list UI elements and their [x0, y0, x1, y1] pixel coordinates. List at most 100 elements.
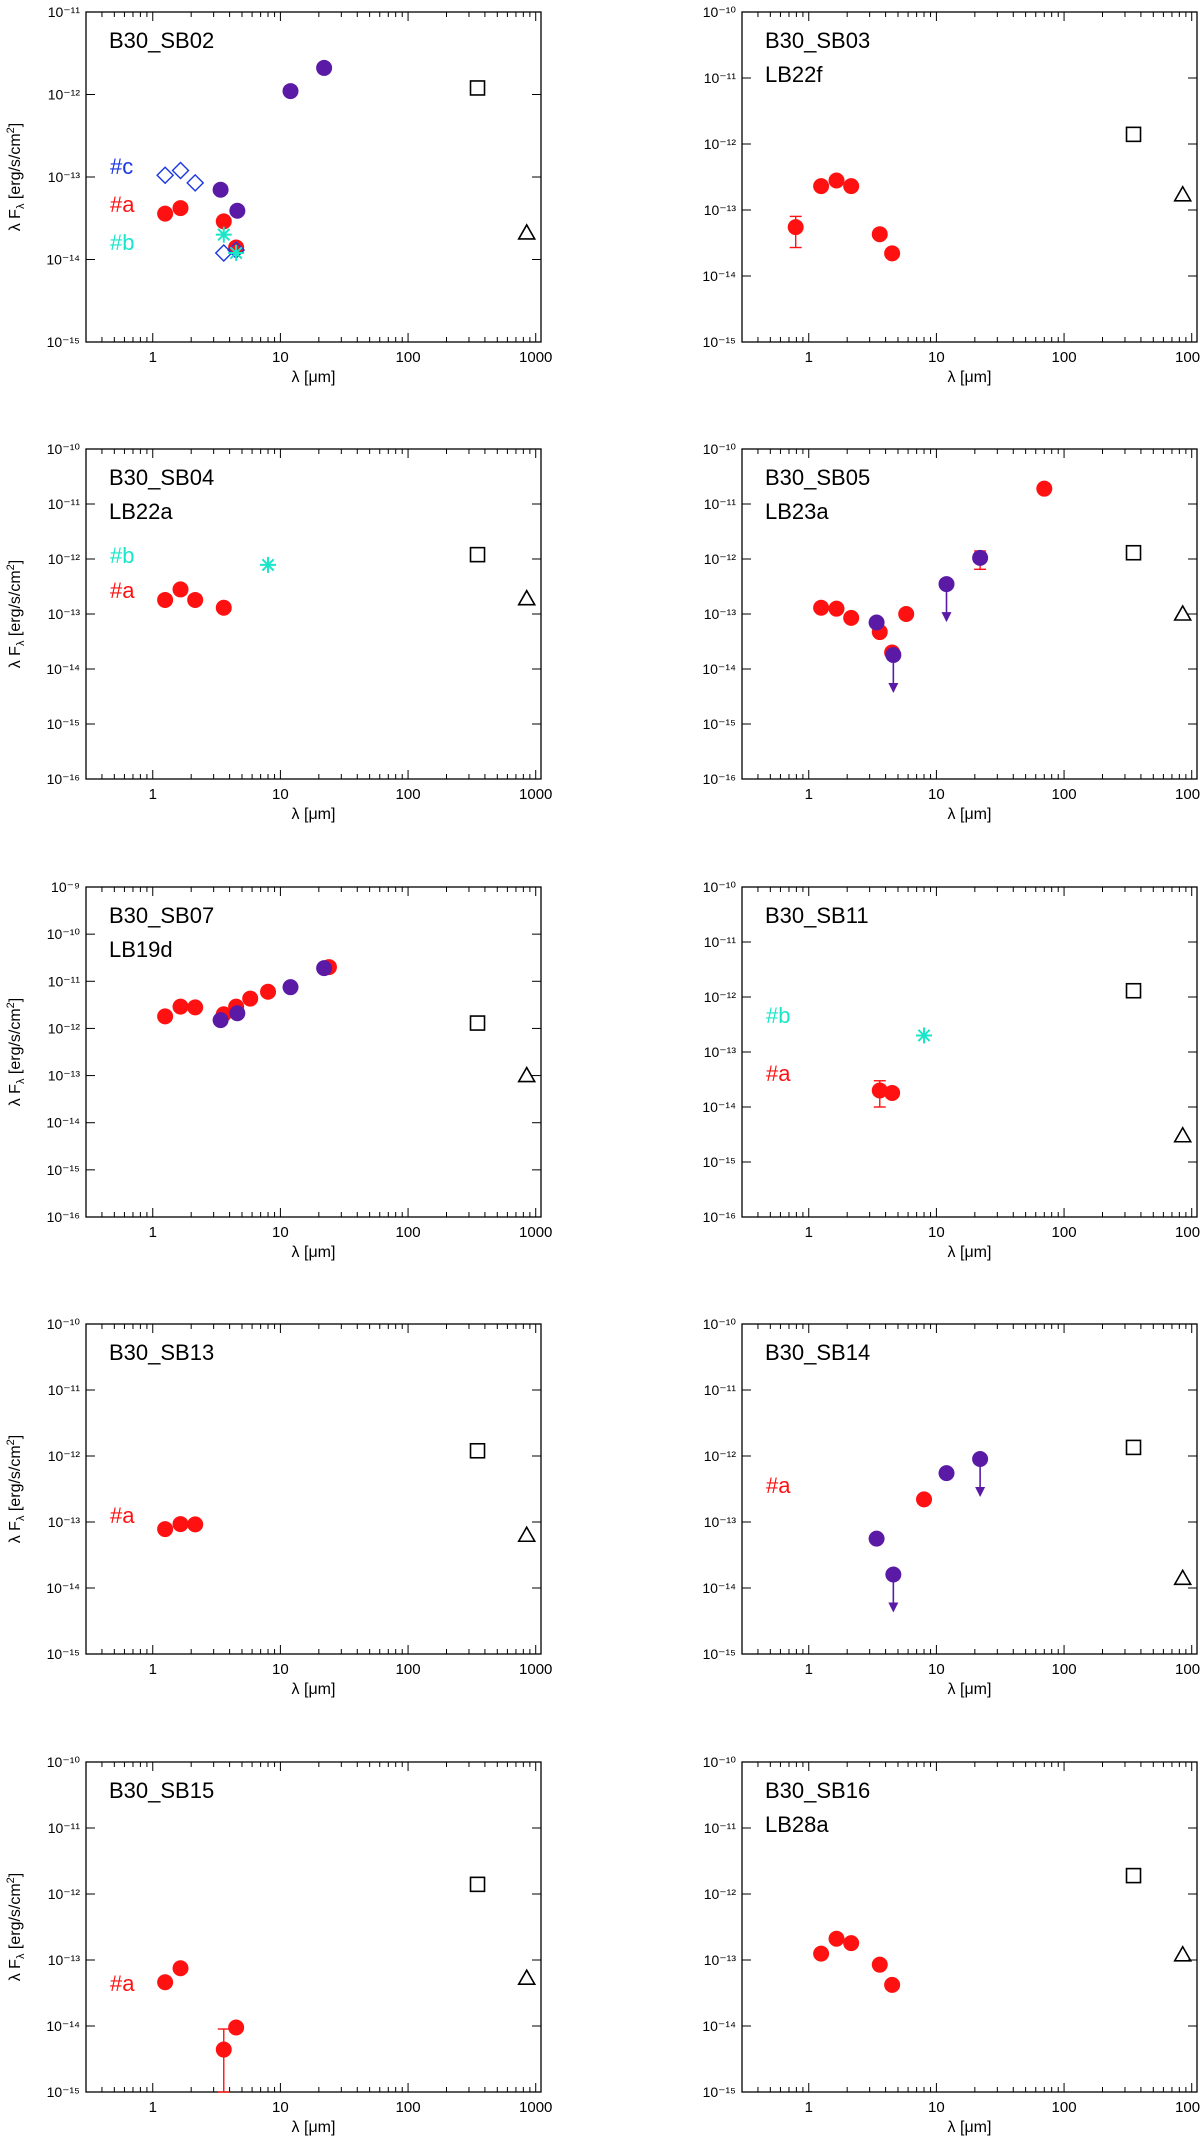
- y-tick-label: 10⁻¹⁵: [47, 1162, 80, 1178]
- legend-label: #a: [766, 1061, 791, 1086]
- data-point-circle: [215, 599, 232, 616]
- legend-label: #b: [110, 543, 134, 568]
- legend-label: #a: [110, 1503, 135, 1528]
- data-point-circle: [215, 2041, 232, 2058]
- data-point-circle: [871, 226, 888, 243]
- x-tick-label: 10: [272, 1661, 289, 1678]
- y-tick-label: 10⁻⁹: [51, 879, 80, 895]
- panel-title: B30_SB07: [109, 903, 214, 928]
- data-point-diamond: [186, 173, 205, 192]
- y-tick-label: 10⁻¹⁵: [47, 334, 80, 350]
- y-axis-label: λ Fλ [erg/s/cm2]: [5, 123, 27, 232]
- data-point-diamond: [171, 161, 190, 180]
- x-axis-label: λ [μm]: [292, 806, 336, 823]
- plot-frame: [85, 886, 542, 1218]
- data-point-triangle: [1173, 1568, 1193, 1586]
- data-point-circle: [157, 1974, 174, 1991]
- data-point-circle: [885, 1566, 902, 1583]
- data-point-triangle: [517, 589, 537, 606]
- x-axis-label: λ [μm]: [292, 1244, 336, 1261]
- y-tick-label: 10⁻¹¹: [704, 70, 737, 86]
- y-tick-label: 10⁻¹²: [48, 1448, 81, 1464]
- x-tick-label: 1: [149, 2099, 157, 2116]
- panel-title: B30_SB14: [765, 1340, 870, 1365]
- x-tick-label: 10: [928, 2099, 945, 2116]
- plot-frame: [85, 11, 542, 343]
- x-tick-label: 1000: [1175, 1661, 1200, 1678]
- sed-plot: 1 10 100 1000 λ [μm] 10⁻¹⁶ 10⁻¹⁵ 10⁻¹⁴ 10⁻¹³ 10⁻¹…: [5, 441, 552, 823]
- x-tick-label: 1: [805, 349, 813, 366]
- y-tick-label: 10⁻¹⁵: [47, 716, 80, 732]
- sed-panel-b30-sb02: 1 10 100 1000 λ [μm] 10⁻¹⁵ 10⁻¹⁴ 10⁻¹³ 10⁻¹² 10⁻¹…: [0, 0, 560, 400]
- legend-label: #b: [110, 230, 134, 255]
- y-tick-label: 10⁻¹⁴: [702, 268, 736, 284]
- sed-plot: 1 10 100 1000 λ [μm] 10⁻¹⁵ 10⁻¹⁴ 10⁻¹³ 10⁻¹² 10⁻¹…: [702, 4, 1200, 386]
- data-point-circle: [172, 1516, 189, 1533]
- y-tick-label: 10⁻¹¹: [48, 1382, 81, 1398]
- data-point-circle: [316, 59, 333, 76]
- sed-panel-b30-sb04: 1 10 100 1000 λ [μm] 10⁻¹⁶ 10⁻¹⁵ 10⁻¹⁴ 10⁻¹³ 10⁻¹…: [0, 437, 560, 837]
- x-axis-label: λ [μm]: [948, 1681, 992, 1698]
- data-point-circle: [229, 1005, 246, 1022]
- x-axis-label: λ [μm]: [948, 806, 992, 823]
- sed-plot: 1 10 100 1000 λ [μm] 10⁻¹⁵ 10⁻¹⁴ 10⁻¹³ 10⁻¹² 10⁻¹…: [5, 1316, 552, 1698]
- data-point-circle: [916, 1491, 933, 1508]
- data-point-circle: [843, 1935, 860, 1952]
- x-tick-label: 10: [928, 786, 945, 803]
- panel-title: B30_SB16: [765, 1778, 870, 1803]
- x-tick-label: 10: [272, 2099, 289, 2116]
- data-point-circle: [843, 178, 860, 195]
- x-axis-label: λ [μm]: [948, 1244, 992, 1261]
- data-point-circle: [972, 1451, 989, 1468]
- y-tick-label: 10⁻¹⁴: [46, 1580, 80, 1596]
- sed-plot: 1 10 100 1000 λ [μm] 10⁻¹⁶ 10⁻¹⁵ 10⁻¹⁴ 10⁻¹³ 10⁻¹…: [702, 441, 1200, 823]
- x-tick-label: 100: [1052, 786, 1077, 803]
- x-tick-label: 1000: [519, 786, 552, 803]
- plot-frame: [741, 886, 1198, 1218]
- x-tick-label: 100: [1052, 1224, 1077, 1241]
- data-point-square: [469, 80, 486, 96]
- sed-plot: 1 10 100 1000 λ [μm] 10⁻¹⁵ 10⁻¹⁴ 10⁻¹³ 10⁻¹² 10⁻¹…: [702, 1754, 1200, 2136]
- y-tick-label: 10⁻¹⁴: [702, 2018, 736, 2034]
- data-point-circle: [938, 576, 955, 593]
- panel-subtitle: LB19d: [109, 937, 173, 962]
- data-point-triangle: [1173, 185, 1193, 202]
- x-tick-label: 100: [1052, 2099, 1077, 2116]
- y-tick-label: 10⁻¹⁰: [703, 1316, 737, 1332]
- y-tick-label: 10⁻¹²: [704, 989, 737, 1005]
- y-tick-label: 10⁻¹³: [48, 1952, 81, 1968]
- sed-panel-b30-sb15: 1 10 100 1000 λ [μm] 10⁻¹⁵ 10⁻¹⁴ 10⁻¹³ 10⁻¹² 10⁻¹…: [0, 1750, 560, 2150]
- y-axis-label: λ Fλ [erg/s/cm2]: [5, 560, 27, 669]
- legend-label: #a: [766, 1473, 791, 1498]
- y-tick-label: 10⁻¹⁰: [703, 4, 737, 20]
- y-tick-label: 10⁻¹⁰: [47, 441, 81, 457]
- y-axis-label: λ Fλ [erg/s/cm2]: [5, 998, 27, 1107]
- data-point-square: [1125, 1867, 1142, 1884]
- x-tick-label: 1: [805, 2099, 813, 2116]
- data-point-circle: [187, 591, 204, 608]
- x-tick-label: 1000: [519, 1224, 552, 1241]
- x-tick-label: 1: [149, 1661, 157, 1678]
- data-point-circle: [242, 990, 259, 1007]
- x-tick-label: 100: [1052, 349, 1077, 366]
- data-point-square: [1125, 1439, 1142, 1456]
- y-tick-label: 10⁻¹⁴: [46, 2018, 80, 2034]
- legend-label: #a: [110, 1971, 135, 1996]
- x-tick-label: 10: [272, 349, 289, 366]
- data-point-circle: [260, 983, 277, 1000]
- panel-subtitle: LB22a: [109, 499, 173, 524]
- y-axis-label: λ Fλ [erg/s/cm2]: [5, 1873, 27, 1982]
- data-point-circle: [172, 1960, 189, 1977]
- x-axis-label: λ [μm]: [948, 369, 992, 386]
- panel-subtitle: LB22f: [765, 62, 823, 87]
- y-tick-label: 10⁻¹²: [48, 1886, 81, 1902]
- y-tick-label: 10⁻¹³: [704, 606, 737, 622]
- data-point-circle: [868, 1530, 885, 1547]
- data-point-circle: [828, 172, 845, 189]
- data-point-circle: [282, 83, 299, 100]
- y-tick-label: 10⁻¹⁰: [47, 1316, 81, 1332]
- y-tick-label: 10⁻¹⁶: [47, 771, 80, 787]
- y-tick-label: 10⁻¹³: [704, 1044, 737, 1060]
- data-point-circle: [172, 581, 189, 598]
